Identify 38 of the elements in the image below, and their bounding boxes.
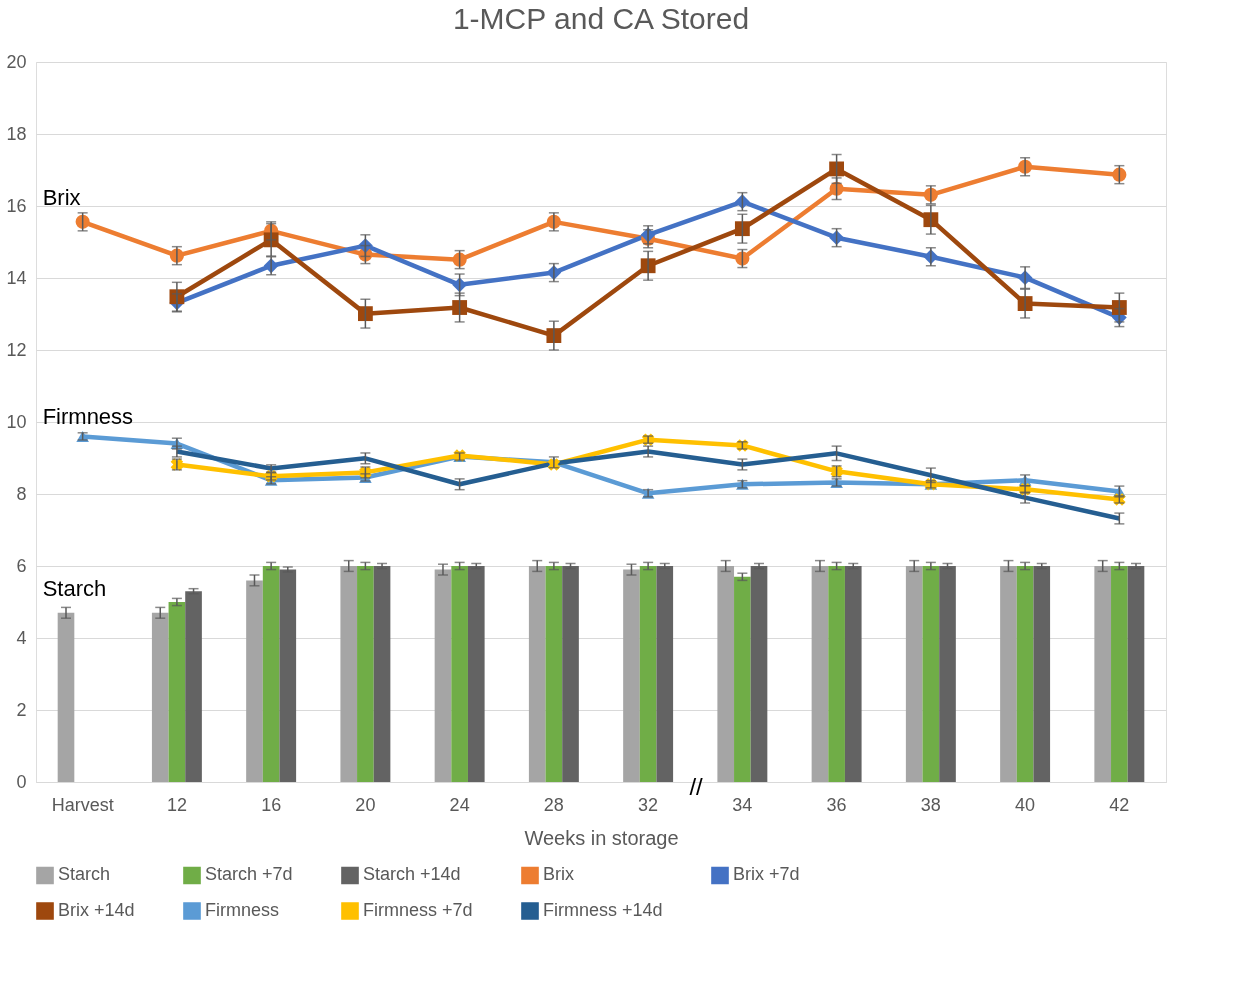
x-tick-label: 40 bbox=[1015, 794, 1036, 815]
x-tick-label: 34 bbox=[732, 794, 753, 815]
y-tick-label: 20 bbox=[6, 51, 27, 72]
legend-label: Starch bbox=[58, 864, 111, 885]
x-tick-label: Harvest bbox=[51, 794, 114, 815]
y-tick-label: 0 bbox=[16, 771, 27, 792]
x-tick-label: 36 bbox=[826, 794, 847, 815]
legend-label: Firmness bbox=[205, 900, 280, 920]
x-tick-label: 38 bbox=[920, 794, 941, 815]
legend-label: Starch +14d bbox=[363, 864, 461, 885]
annotation: Firmness bbox=[42, 404, 134, 430]
y-tick-label: 18 bbox=[6, 123, 27, 144]
y-tick-label: 12 bbox=[6, 339, 27, 360]
y-tick-label: 2 bbox=[16, 699, 27, 720]
y-tick-label: 16 bbox=[6, 195, 27, 216]
legend-label: Brix bbox=[543, 864, 574, 885]
x-tick-label: 42 bbox=[1109, 794, 1130, 815]
x-tick-label: 16 bbox=[261, 794, 282, 815]
y-tick-label: 8 bbox=[16, 483, 27, 504]
x-axis-title: Weeks in storage bbox=[524, 826, 679, 849]
x-tick-label: 24 bbox=[449, 794, 470, 815]
legend-label: Firmness +14d bbox=[543, 900, 663, 920]
y-tick-label: 14 bbox=[6, 267, 27, 288]
legend-label: Brix +14d bbox=[58, 900, 135, 920]
annotation: Brix bbox=[42, 184, 81, 210]
x-tick-label: 12 bbox=[166, 794, 187, 815]
x-tick-label: 20 bbox=[355, 794, 376, 815]
annotation: Starch bbox=[42, 575, 107, 601]
x-tick-label: 32 bbox=[638, 794, 659, 815]
x-tick-label: 28 bbox=[543, 794, 564, 815]
y-tick-label: 10 bbox=[6, 411, 27, 432]
chart-title: 1-MCP and CA Stored bbox=[452, 2, 750, 35]
y-tick-label: 4 bbox=[16, 627, 27, 648]
legend-label: Brix +7d bbox=[733, 864, 800, 885]
legend-label: Firmness +7d bbox=[363, 900, 473, 920]
y-tick-label: 6 bbox=[16, 555, 27, 576]
legend-label: Starch +7d bbox=[205, 864, 293, 885]
annotation: // bbox=[689, 773, 704, 800]
